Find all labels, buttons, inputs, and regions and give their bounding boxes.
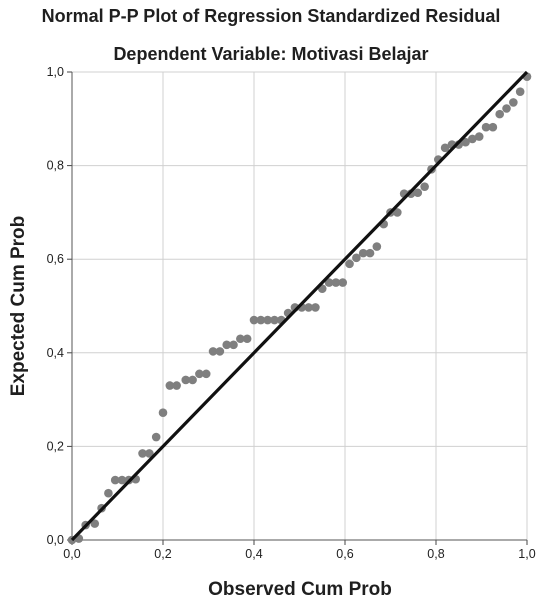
data-point <box>502 104 511 113</box>
data-point <box>151 432 161 442</box>
y-tick-label: 0,8 <box>47 159 64 173</box>
y-tick-label: 0,2 <box>47 439 64 453</box>
data-point <box>331 278 341 287</box>
data-point <box>104 488 113 498</box>
data-point <box>172 381 181 390</box>
x-axis-label: Observed Cum Prob <box>208 579 392 600</box>
data-point <box>304 303 313 312</box>
data-point <box>181 375 191 385</box>
data-point <box>110 475 120 485</box>
data-point <box>222 340 231 350</box>
data-point <box>311 303 320 312</box>
data-point <box>488 122 498 132</box>
chart-title: Normal P-P Plot of Regression Standardiz… <box>41 6 501 26</box>
chart-subtitle: Dependent Variable: Motivasi Belajar <box>113 44 429 64</box>
x-tick-label: 0,0 <box>63 547 80 561</box>
data-point <box>145 449 154 458</box>
x-tick-label: 0,6 <box>336 547 353 561</box>
data-point <box>474 132 484 141</box>
y-tick-label: 0,0 <box>47 533 64 547</box>
data-point <box>324 278 334 287</box>
data-point <box>117 475 127 485</box>
data-point <box>372 242 382 251</box>
data-point <box>338 278 348 287</box>
data-point <box>158 408 168 418</box>
y-axis-label: Expected Cum Prob <box>8 216 29 397</box>
x-tick-label: 1,0 <box>518 547 535 561</box>
data-point <box>358 248 368 258</box>
data-point <box>393 208 402 217</box>
data-point <box>270 315 279 325</box>
y-tick-label: 0,4 <box>47 346 64 360</box>
data-point <box>215 347 225 356</box>
data-point <box>165 381 175 390</box>
data-point <box>481 122 491 132</box>
x-tick-label: 0,2 <box>154 547 171 561</box>
data-point <box>138 449 147 458</box>
data-point <box>413 188 423 198</box>
data-point <box>242 334 252 344</box>
x-tick-label: 0,4 <box>245 547 262 561</box>
y-tick-label: 1,0 <box>47 65 64 79</box>
data-point <box>201 369 211 379</box>
data-point <box>249 315 259 325</box>
y-tick-label: 0,6 <box>47 252 64 266</box>
data-point <box>420 182 429 191</box>
data-point <box>509 98 518 107</box>
data-point <box>515 87 525 96</box>
data-point <box>352 253 361 263</box>
data-point <box>263 315 272 325</box>
data-point <box>461 137 470 147</box>
data-point <box>468 134 477 144</box>
data-point <box>440 143 450 153</box>
data-point <box>195 369 204 379</box>
x-tick-label: 0,8 <box>427 547 444 561</box>
data-point <box>495 109 505 119</box>
reference-line <box>70 70 529 542</box>
data-point <box>90 519 100 528</box>
data-point <box>188 375 197 385</box>
data-point <box>208 347 218 356</box>
data-point <box>345 259 354 269</box>
data-point <box>256 315 266 325</box>
data-point <box>365 248 375 258</box>
data-point <box>229 340 238 350</box>
data-point <box>236 334 245 344</box>
